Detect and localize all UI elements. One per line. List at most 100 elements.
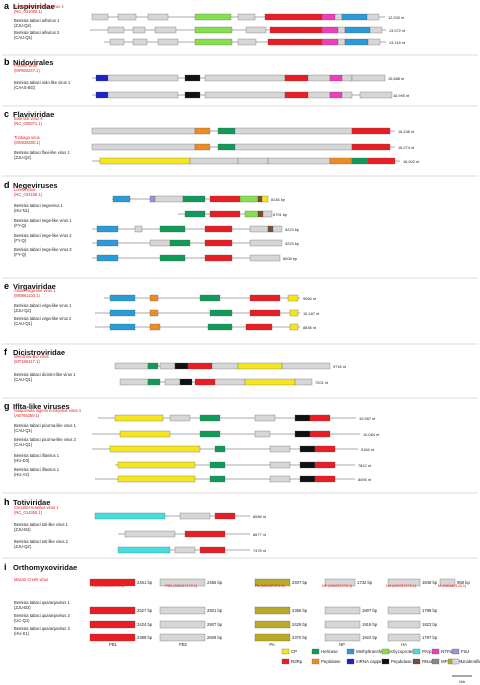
virus-label: (NC_031080.1): [14, 9, 43, 14]
segment-length: 2424 bp: [137, 622, 153, 627]
segment-length: 1807 bp: [362, 608, 378, 613]
segment-length: 2366 bp: [292, 608, 308, 613]
segment-length: 1919 bp: [362, 622, 378, 627]
segment-box: [254, 578, 291, 587]
gene-block-unidentified: [204, 74, 286, 82]
gene-block-unidentified: [262, 210, 273, 218]
gene-block-unidentified: [269, 461, 291, 469]
segment-length: 2507 bp: [207, 622, 223, 627]
legend-label: MP: [441, 659, 448, 664]
gene-block-rdrp: [284, 74, 309, 82]
gene-block-glycoprotein: [239, 195, 259, 203]
gene-block-methyltransferase: [112, 195, 131, 203]
gene-block-unidentified: [119, 378, 149, 386]
gene-block-unidentified: [359, 91, 393, 99]
legend-swatch: [431, 648, 440, 655]
panel-title: Nidovirales: [13, 58, 53, 67]
virus-label: Atrato virga-like virus 1: [14, 288, 56, 293]
gene-block-rdrp: [209, 195, 241, 203]
legend-swatch: [311, 648, 320, 655]
virus-label: Bemisia tabaci dicistro-like virus 1: [14, 372, 76, 377]
legend-label: Helicase: [321, 649, 338, 654]
virus-label: (FY-Q): [14, 252, 27, 257]
legend-label: RdRp: [291, 659, 303, 664]
gene-block-unidentified: [272, 225, 283, 233]
gene-block-helicase: [214, 445, 226, 453]
gene-block-unidentified: [307, 74, 331, 82]
gene-block-unidentified: [245, 26, 267, 34]
gene-block-cp: [117, 461, 196, 469]
genome-length: 13,972 nt: [389, 28, 406, 33]
gene-block-rdrp: [249, 294, 281, 302]
segment-length: 1787 bp: [422, 635, 438, 640]
panel-letter: i: [4, 562, 7, 572]
segment-column-label: PA: [269, 642, 274, 647]
virus-label: Bemisia tabaci picorna-like virus 2: [14, 437, 77, 442]
segment-box: [254, 633, 291, 642]
gene-block-helicase: [147, 378, 161, 386]
gene-block-unidentified: [204, 91, 286, 99]
gene-block-rdrp: [314, 445, 336, 453]
legend-label: Peptidase: [321, 659, 341, 664]
gene-block-cp: [109, 445, 201, 453]
gene-block-rdrp: [351, 127, 391, 135]
gene-block-unidentified: [154, 26, 177, 34]
legend-swatch: [412, 658, 421, 665]
segment-box: [89, 606, 136, 615]
segment-column-label: NP: [339, 642, 345, 647]
segment-box: [324, 620, 361, 629]
virus-label: Bemisia tabaci nege-like virus 2: [14, 233, 72, 238]
gene-block-rdrp: [209, 210, 241, 218]
legend-swatch: [346, 658, 355, 665]
legend-swatch: [431, 658, 440, 665]
gene-block-unidentified: [337, 38, 346, 46]
genome-length: 6791 bp: [273, 212, 287, 217]
scale-bar-label: 1kb: [459, 679, 465, 684]
gene-block-unidentified: [237, 157, 269, 165]
gene-block-peptidase: [149, 309, 159, 317]
gene-block-unidentified: [179, 512, 211, 520]
genome-length: 15,888 nt: [388, 76, 405, 81]
genome-length: 16,995 nt: [393, 93, 410, 98]
genome-length: 6677 nt: [253, 532, 267, 537]
virus-label: (HU-S1): [14, 631, 30, 636]
gene-block-unidentified: [269, 445, 291, 453]
legend-swatch: [381, 658, 390, 665]
gene-block-helicase: [159, 254, 186, 262]
virus-label: Bemisia tabaci quaranjavirus 1: [14, 600, 70, 605]
gene-block-unidentified: [234, 143, 353, 151]
panel-letter: g: [4, 401, 10, 411]
gene-block-rdrp: [295, 13, 323, 21]
virus-label: (ZJU-B3): [14, 605, 31, 610]
gene-block-peptidase: [149, 294, 159, 302]
gene-block-rdrp: [314, 461, 336, 469]
gene-block-pepdidase: [299, 445, 316, 453]
segment-length: 1823 bp: [422, 622, 438, 627]
virus-label: Bemisia tabaci nido-like virus 1: [14, 80, 71, 85]
gene-block-ntpase: [321, 26, 339, 34]
legend-label: mRNA capping: [356, 659, 386, 664]
legend-label: Methyltransferase: [356, 649, 391, 654]
virus-label: (FY-Q): [14, 238, 27, 243]
gene-block-unidentified: [234, 127, 353, 135]
gene-block-ntpase: [329, 91, 343, 99]
segment-box: [387, 633, 421, 642]
gene-block-rdrp: [367, 157, 396, 165]
gene-block-methyltransferase: [344, 26, 371, 34]
genome-length: 10,987 nt: [359, 416, 376, 421]
genome-length: 8086 nt: [253, 514, 267, 519]
genome-length: 8008 bp: [283, 256, 297, 261]
segment-box: [324, 606, 361, 615]
legend-label: PA: [457, 659, 463, 664]
gene-block-cp: [114, 414, 164, 422]
virus-label: Bole tick virus 4: [14, 116, 43, 121]
legend-label: RNase: [422, 659, 436, 664]
virus-label: Bemisia tabaci arlivirus 2: [14, 30, 60, 35]
gene-block-ftsj: [149, 195, 156, 203]
gene-block-unidentified: [249, 254, 281, 262]
virus-label: (FY-Q): [14, 223, 27, 228]
gene-block-glycoprotein: [194, 13, 232, 21]
segment-box: [324, 633, 361, 642]
segment-column-label: HA: [401, 642, 407, 647]
